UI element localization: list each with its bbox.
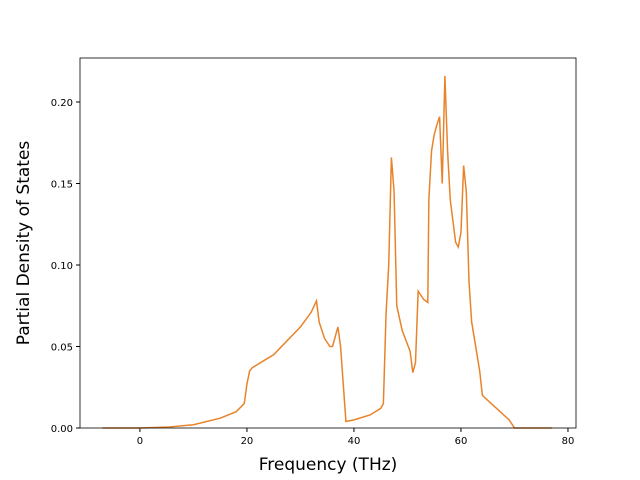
x-tick-label: 80	[562, 436, 575, 447]
y-tick-label: 0.10	[51, 261, 73, 272]
y-tick-label: 0.00	[51, 424, 73, 435]
x-tick-label: 0	[137, 436, 143, 447]
x-tick-label: 60	[455, 436, 468, 447]
series-line	[102, 75, 552, 429]
y-tick-label: 0.15	[51, 180, 73, 191]
y-axis-label: Partial Density of States	[14, 141, 34, 346]
x-axis-label: Frequency (THz)	[259, 455, 398, 475]
y-tick-label: 0.20	[51, 98, 73, 109]
x-tick-label: 20	[241, 436, 254, 447]
y-tick-label: 0.05	[51, 343, 73, 354]
x-tick-label: 40	[348, 436, 361, 447]
plot-frame	[79, 57, 577, 429]
